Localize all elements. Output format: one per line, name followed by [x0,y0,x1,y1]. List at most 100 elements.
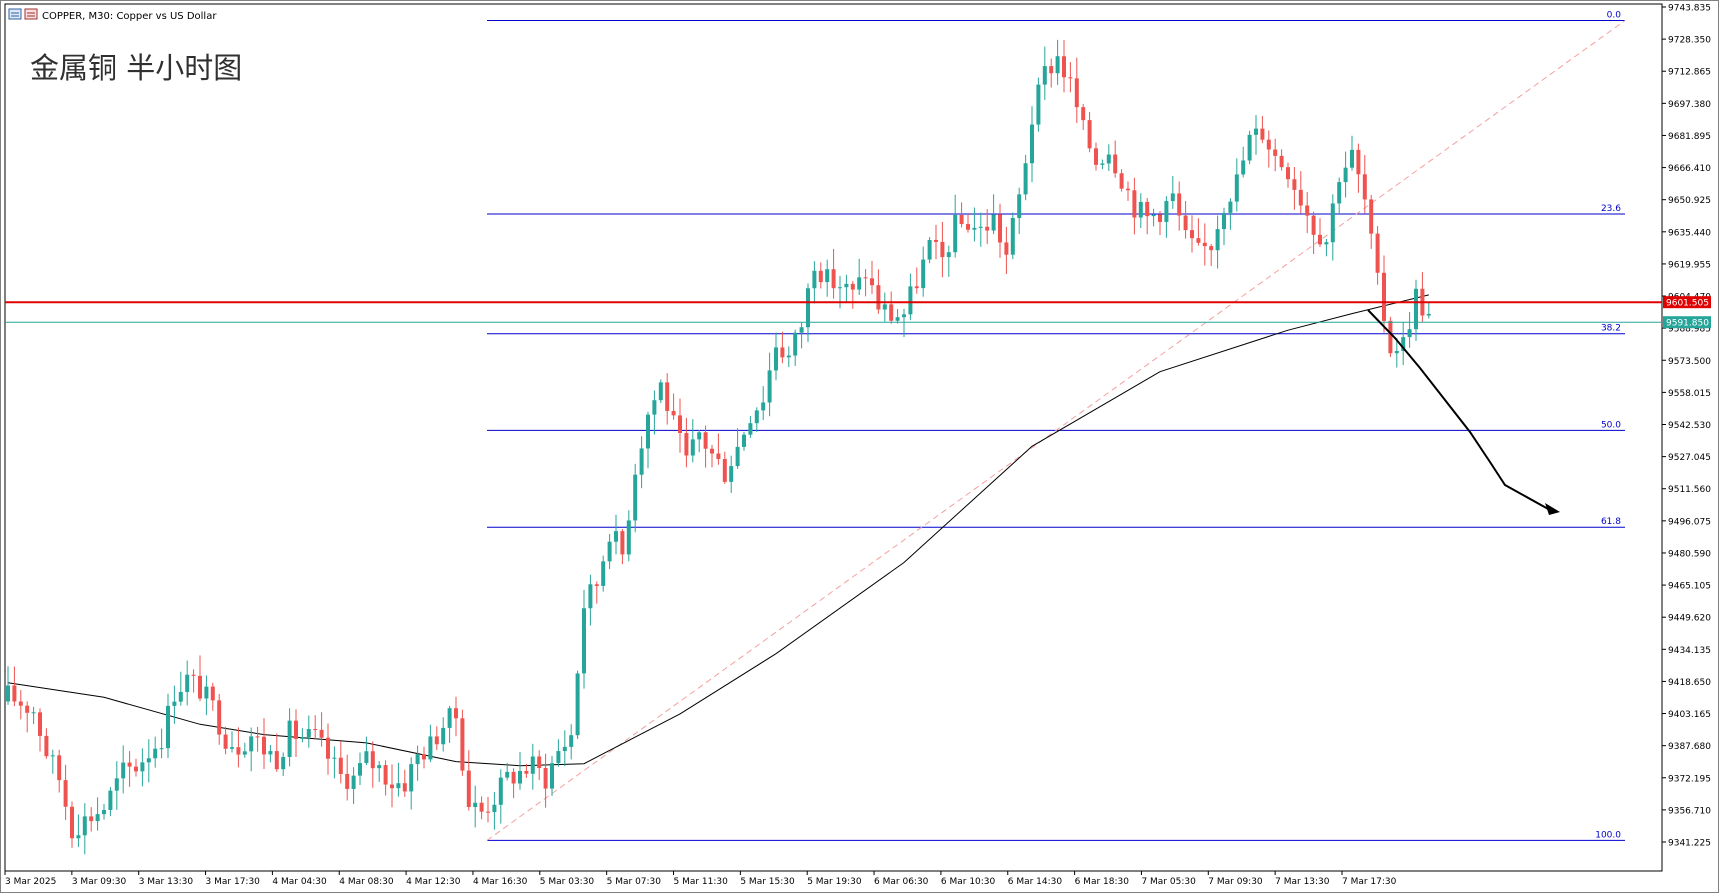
price-tick-label: 9681.895 [1668,132,1711,142]
candle-body [242,751,247,755]
candle [319,712,324,747]
candle-body [313,729,318,731]
candle-body [582,608,586,674]
price-tick-label: 9712.865 [1668,68,1711,78]
candle [582,589,586,689]
candle [38,708,42,752]
down-arrow-annotation[interactable] [1367,309,1560,515]
fibonacci-trendline [486,20,1626,841]
candle [306,715,311,748]
candle [786,346,791,368]
candle [537,750,542,781]
time-tick-label: 3 Mar 13:30 [139,877,194,887]
candle-body [498,777,503,805]
candle [460,709,465,776]
candle [153,736,158,768]
candle [505,763,510,781]
candle-body [863,277,868,279]
candle [684,417,689,468]
candle [1049,58,1054,88]
candle-body [1362,174,1367,200]
candle [364,736,369,766]
candle-body [473,802,478,808]
candle-body [415,754,420,765]
candle-body [236,747,241,755]
candle-body [671,410,676,416]
candle-body [1068,77,1073,79]
fib-level-label: 38.2 [1601,324,1621,334]
candle-body [1318,234,1322,245]
candle [82,803,87,855]
candle-body [1042,66,1047,85]
candle [223,726,228,755]
candle-body [1164,201,1169,222]
candle [473,785,478,828]
candle-body [70,806,74,839]
candle-body [972,227,977,230]
candle-body [934,239,938,242]
candle-body [684,432,689,456]
candle [326,723,330,775]
candle-body [492,804,497,813]
candle-body [1286,167,1290,180]
candle-body [210,686,215,701]
time-tick-label: 5 Mar 19:30 [807,877,862,887]
candle-body [185,674,190,692]
candle-body [876,285,881,310]
candle [1375,226,1380,285]
candle-body [466,770,471,808]
candle [370,741,375,788]
candle [402,769,407,797]
fib-level-label: 23.6 [1601,204,1621,214]
candle-body [1145,201,1150,217]
candle-body [1401,337,1406,352]
candle-body [1298,189,1303,206]
candle [863,268,868,297]
candle [1298,171,1303,214]
candle-body [754,410,759,424]
candle [204,675,209,716]
candle-body [486,811,490,813]
candle [121,745,126,794]
resistance-price-tag [1663,296,1711,309]
candle [710,444,714,468]
candle [236,727,241,768]
candle [614,514,618,555]
candle-body [543,768,548,789]
candle [1254,114,1258,155]
candle-body [127,762,132,767]
candle [262,718,266,769]
candle [959,202,964,228]
ma-line [7,294,1429,767]
candle [498,769,503,824]
candle-body [626,520,631,555]
candle [1087,111,1092,153]
candle-body [351,775,356,789]
moving-average [7,294,1429,767]
candle [972,207,977,242]
candle [479,796,484,820]
candle-body [383,765,388,785]
candle [543,753,548,808]
candle-body [870,278,874,286]
candle-body [607,541,612,562]
candle-body [614,531,618,542]
candle-body [441,727,446,745]
candle [1119,169,1124,192]
candle [281,752,286,777]
candle-body [594,584,599,586]
candle [76,814,81,848]
candle-body [1375,233,1380,273]
candle [1241,146,1246,178]
candle [198,655,202,702]
price-tick-label: 9527.045 [1668,453,1711,463]
chart-window-icon[interactable] [8,8,38,20]
candle [108,787,113,817]
candle-body [204,686,209,699]
candle [633,463,638,533]
candle [1081,103,1086,131]
candle [607,534,612,569]
candle [1234,158,1239,212]
candle [1023,154,1028,201]
